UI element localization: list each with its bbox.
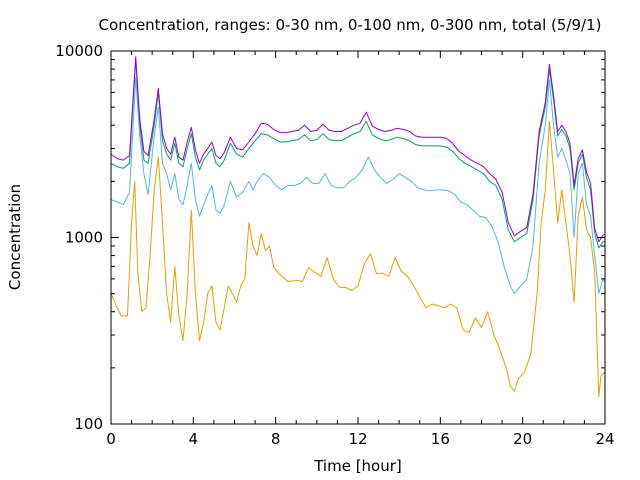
x-tick-label: 20 [513,430,532,448]
y-tick-label: 1000 [65,229,103,247]
y-axis-label: Concentration [6,184,24,290]
x-tick-label: 8 [271,430,281,448]
x-tick-label: 16 [431,430,450,448]
series-layer [110,56,606,398]
x-tick-label: 24 [595,430,614,448]
x-tick-label: 0 [106,430,116,448]
y-tick-label: 10000 [55,42,103,60]
x-axis-label: Time [hour] [313,457,402,475]
x-tick-label: 12 [348,430,367,448]
chart-title: Concentration, ranges: 0-30 nm, 0-100 nm… [99,16,602,34]
series-line-2 [110,77,606,295]
series-line-1 [110,120,606,398]
ticks-layer: 0 4 8 12 16 20 24 100 1000 10000 [55,42,614,448]
series-line-4 [110,56,606,243]
x-tick-label: 4 [189,430,199,448]
series-line-3 [110,59,605,249]
y-tick-label: 100 [74,415,103,433]
plot-frame [110,50,606,425]
